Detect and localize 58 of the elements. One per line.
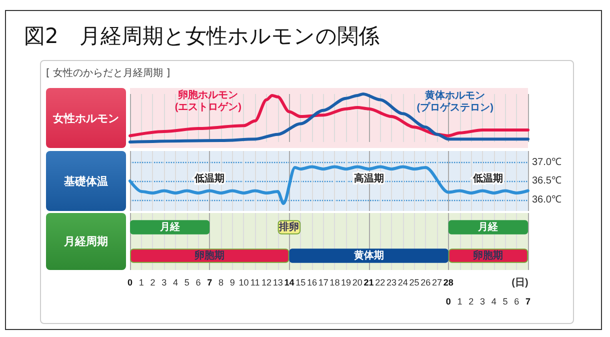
chart-subtitle: [ 女性のからだと月経周期 ] [46, 66, 170, 80]
x-tick-label: 11 [250, 278, 260, 288]
x-tick-label: 19 [341, 278, 352, 288]
series-label: 卵胞ホルモン (エストロゲン) [174, 88, 242, 113]
x-tick-label: 14 [284, 278, 294, 288]
data-label: 月経 [158, 220, 181, 233]
x2-tick-label: 7 [525, 296, 531, 306]
x-tick-label: 17 [318, 278, 328, 288]
x-tick-label: 15 [296, 278, 306, 288]
x2-tick-label: 2 [468, 296, 474, 306]
x-tick-label: 1 [138, 278, 144, 288]
x-tick-label: 10 [238, 278, 249, 288]
x-tick-label: 22 [375, 278, 386, 288]
x-tick-label: 18 [330, 278, 340, 288]
x-tick-label: 6 [196, 278, 201, 288]
data-label: 黄体期 [352, 249, 384, 262]
x-tick-label: 13 [272, 278, 283, 288]
x2-tick-label: 0 [446, 296, 451, 306]
line-series [128, 165, 530, 205]
x-tick-label: 4 [172, 278, 178, 288]
x-tick-label: 27 [432, 278, 442, 288]
x2-tick-label: 4 [491, 296, 496, 306]
annotation: 低温期 [472, 172, 504, 185]
x2-tick-label: 3 [480, 296, 486, 306]
series-label: 黄体ホルモン (プロゲステロン) [416, 90, 494, 114]
x2-tick-label: 1 [457, 296, 462, 306]
data-label: 卵胞期 [194, 249, 225, 262]
x-tick-label: 26 [420, 278, 431, 288]
x-tick-label: 20 [352, 278, 362, 288]
annotation: 高温期 [354, 172, 384, 185]
x-axis-title: (日) [512, 278, 528, 288]
x-tick-label: 16 [306, 278, 317, 288]
data-label: 卵胞期 [472, 249, 504, 262]
x2-tick-label: 6 [514, 296, 520, 306]
y-axis-title: 月経周期 [46, 213, 126, 270]
x-tick-label: 7 [207, 278, 212, 288]
y-tick-label: 37.0℃ [532, 156, 562, 168]
y-tick-label: 36.0℃ [532, 194, 562, 206]
x-tick-label: 5 [184, 278, 190, 288]
data-label: 排卵 [278, 220, 300, 233]
x-tick-label: 3 [162, 278, 167, 288]
data-label: 月経 [477, 220, 500, 233]
chart-title: 図2 月経周期と女性ホルモンの関係 [24, 23, 380, 50]
y-tick-label: 36.5℃ [532, 176, 562, 186]
x-tick-label: 0 [127, 278, 133, 288]
annotation: 低温期 [194, 172, 225, 185]
x-tick-label: 28 [443, 278, 454, 288]
x-tick-label: 8 [218, 278, 224, 288]
y-axis-title: 基礎体温 [46, 151, 126, 211]
x-tick-label: 24 [398, 278, 408, 288]
x-tick-label: 23 [386, 278, 397, 288]
y-axis-title: 女性ホルモン [46, 88, 126, 148]
x-tick-label: 25 [409, 278, 420, 288]
x-tick-label: 21 [364, 278, 374, 288]
x-tick-label: 9 [230, 278, 235, 288]
x-tick-label: 2 [150, 278, 156, 288]
x-tick-label: 12 [261, 278, 272, 288]
x2-tick-label: 5 [502, 296, 508, 306]
